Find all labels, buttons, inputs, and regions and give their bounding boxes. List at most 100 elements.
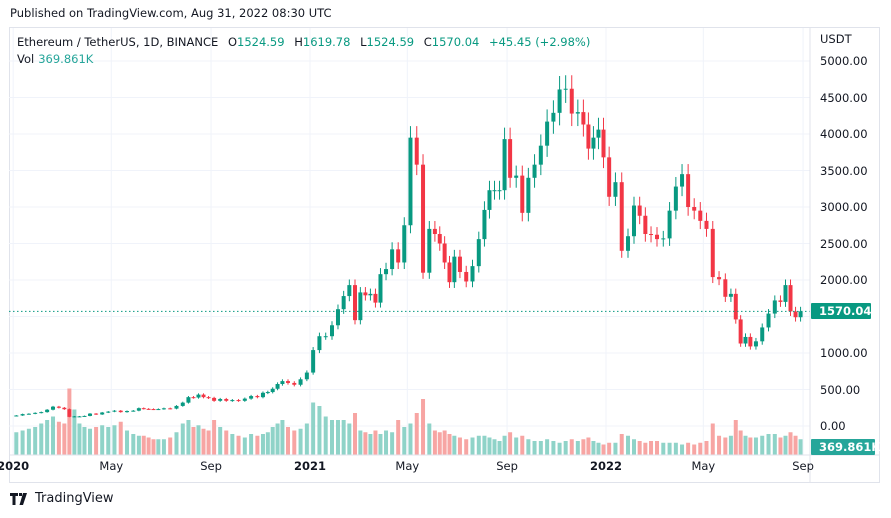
candle <box>20 414 25 416</box>
volume-bar <box>710 423 715 455</box>
volume-bar <box>311 402 316 455</box>
candle <box>161 408 166 410</box>
candle <box>710 228 715 278</box>
candle <box>482 209 487 240</box>
volume-bar <box>673 442 678 455</box>
y-tick-label: 4500.00 <box>820 90 868 105</box>
candle <box>33 412 38 414</box>
volume-bar <box>186 420 191 455</box>
candle <box>125 411 130 413</box>
candle <box>514 175 519 178</box>
volume-bar <box>760 435 765 455</box>
candle <box>224 398 229 401</box>
candle <box>487 190 492 210</box>
candle <box>335 309 340 326</box>
volume-bar <box>56 421 61 455</box>
y-tick-label: 3500.00 <box>820 163 868 178</box>
symbol-title[interactable]: Ethereum / TetherUS, 1D, BINANCE <box>17 35 219 49</box>
volume-bar <box>168 437 173 455</box>
candle <box>67 409 72 417</box>
candle <box>62 407 67 410</box>
volume-bar <box>82 427 87 455</box>
volume-bar <box>141 435 146 455</box>
candle <box>476 239 481 267</box>
candle <box>526 177 531 213</box>
y-tick-label: 4000.00 <box>820 127 868 141</box>
candle <box>353 285 358 321</box>
candle <box>396 249 401 263</box>
volume-bar <box>497 441 502 455</box>
volume-bar <box>421 399 426 455</box>
volume-bar <box>353 413 358 455</box>
legend-low: L1524.59 <box>360 35 415 49</box>
legend-open: O1524.59 <box>227 35 285 49</box>
volume-bar <box>581 439 586 455</box>
volume-bar <box>174 432 179 455</box>
volume-bar <box>100 425 105 455</box>
volume-bar <box>482 435 487 455</box>
candle <box>174 405 179 409</box>
candle <box>591 137 596 149</box>
candle <box>538 145 543 165</box>
volume-bar <box>390 432 395 455</box>
volume-bar <box>270 427 275 455</box>
volume-bar <box>748 437 753 455</box>
candle <box>631 205 636 237</box>
candle <box>793 311 798 318</box>
candle <box>626 236 631 251</box>
volume-bar <box>260 434 265 455</box>
volume-bar <box>464 439 469 455</box>
volume-bar <box>545 439 550 455</box>
volume-bar <box>384 430 389 455</box>
volume-bar <box>631 439 636 455</box>
volume-bar <box>161 439 166 455</box>
x-tick-label: Sep <box>496 459 518 473</box>
x-tick-label: 2020 <box>0 459 30 473</box>
volume-bar <box>514 437 519 455</box>
candle <box>255 396 260 398</box>
candle <box>141 408 146 410</box>
volume-bar <box>563 441 568 455</box>
candle <box>280 381 285 385</box>
volume-bar <box>442 430 447 455</box>
volume-bar <box>586 437 591 455</box>
published-caption: Published on TradingView.com, Aug 31, 20… <box>10 6 332 20</box>
x-tick-label: May <box>99 459 124 473</box>
volume-bar <box>280 420 285 455</box>
volume-bar <box>20 430 25 455</box>
candle <box>51 406 56 410</box>
candle <box>94 413 99 415</box>
legend-close: C1570.04 <box>423 35 480 49</box>
volume-value: 369.861K <box>38 52 94 66</box>
candle <box>692 207 697 211</box>
candle <box>432 228 437 235</box>
candle <box>733 293 738 320</box>
candle <box>728 293 733 297</box>
candle <box>249 396 254 399</box>
candle <box>298 379 303 385</box>
volume-bar <box>317 406 322 455</box>
volume-bar <box>180 423 185 455</box>
candle <box>686 174 691 207</box>
tradingview-logo[interactable]: TradingView <box>10 491 114 506</box>
candle <box>508 139 513 178</box>
volume-bar <box>14 432 19 455</box>
volume-bar <box>778 437 783 455</box>
x-tick-label: 2022 <box>589 459 623 473</box>
candle <box>292 382 297 385</box>
candle <box>778 300 783 302</box>
volume-bar <box>323 416 328 455</box>
candle <box>596 129 601 138</box>
volume-bar <box>557 442 562 455</box>
volume-bar <box>146 437 151 455</box>
volume-bar <box>94 427 99 455</box>
volume-label[interactable]: Vol <box>17 52 35 66</box>
volume-bar <box>788 432 793 455</box>
candle <box>497 190 502 192</box>
candle <box>347 285 352 297</box>
candle <box>212 397 217 401</box>
candle <box>358 292 363 321</box>
volume-bar <box>476 435 481 455</box>
candle <box>286 381 291 383</box>
